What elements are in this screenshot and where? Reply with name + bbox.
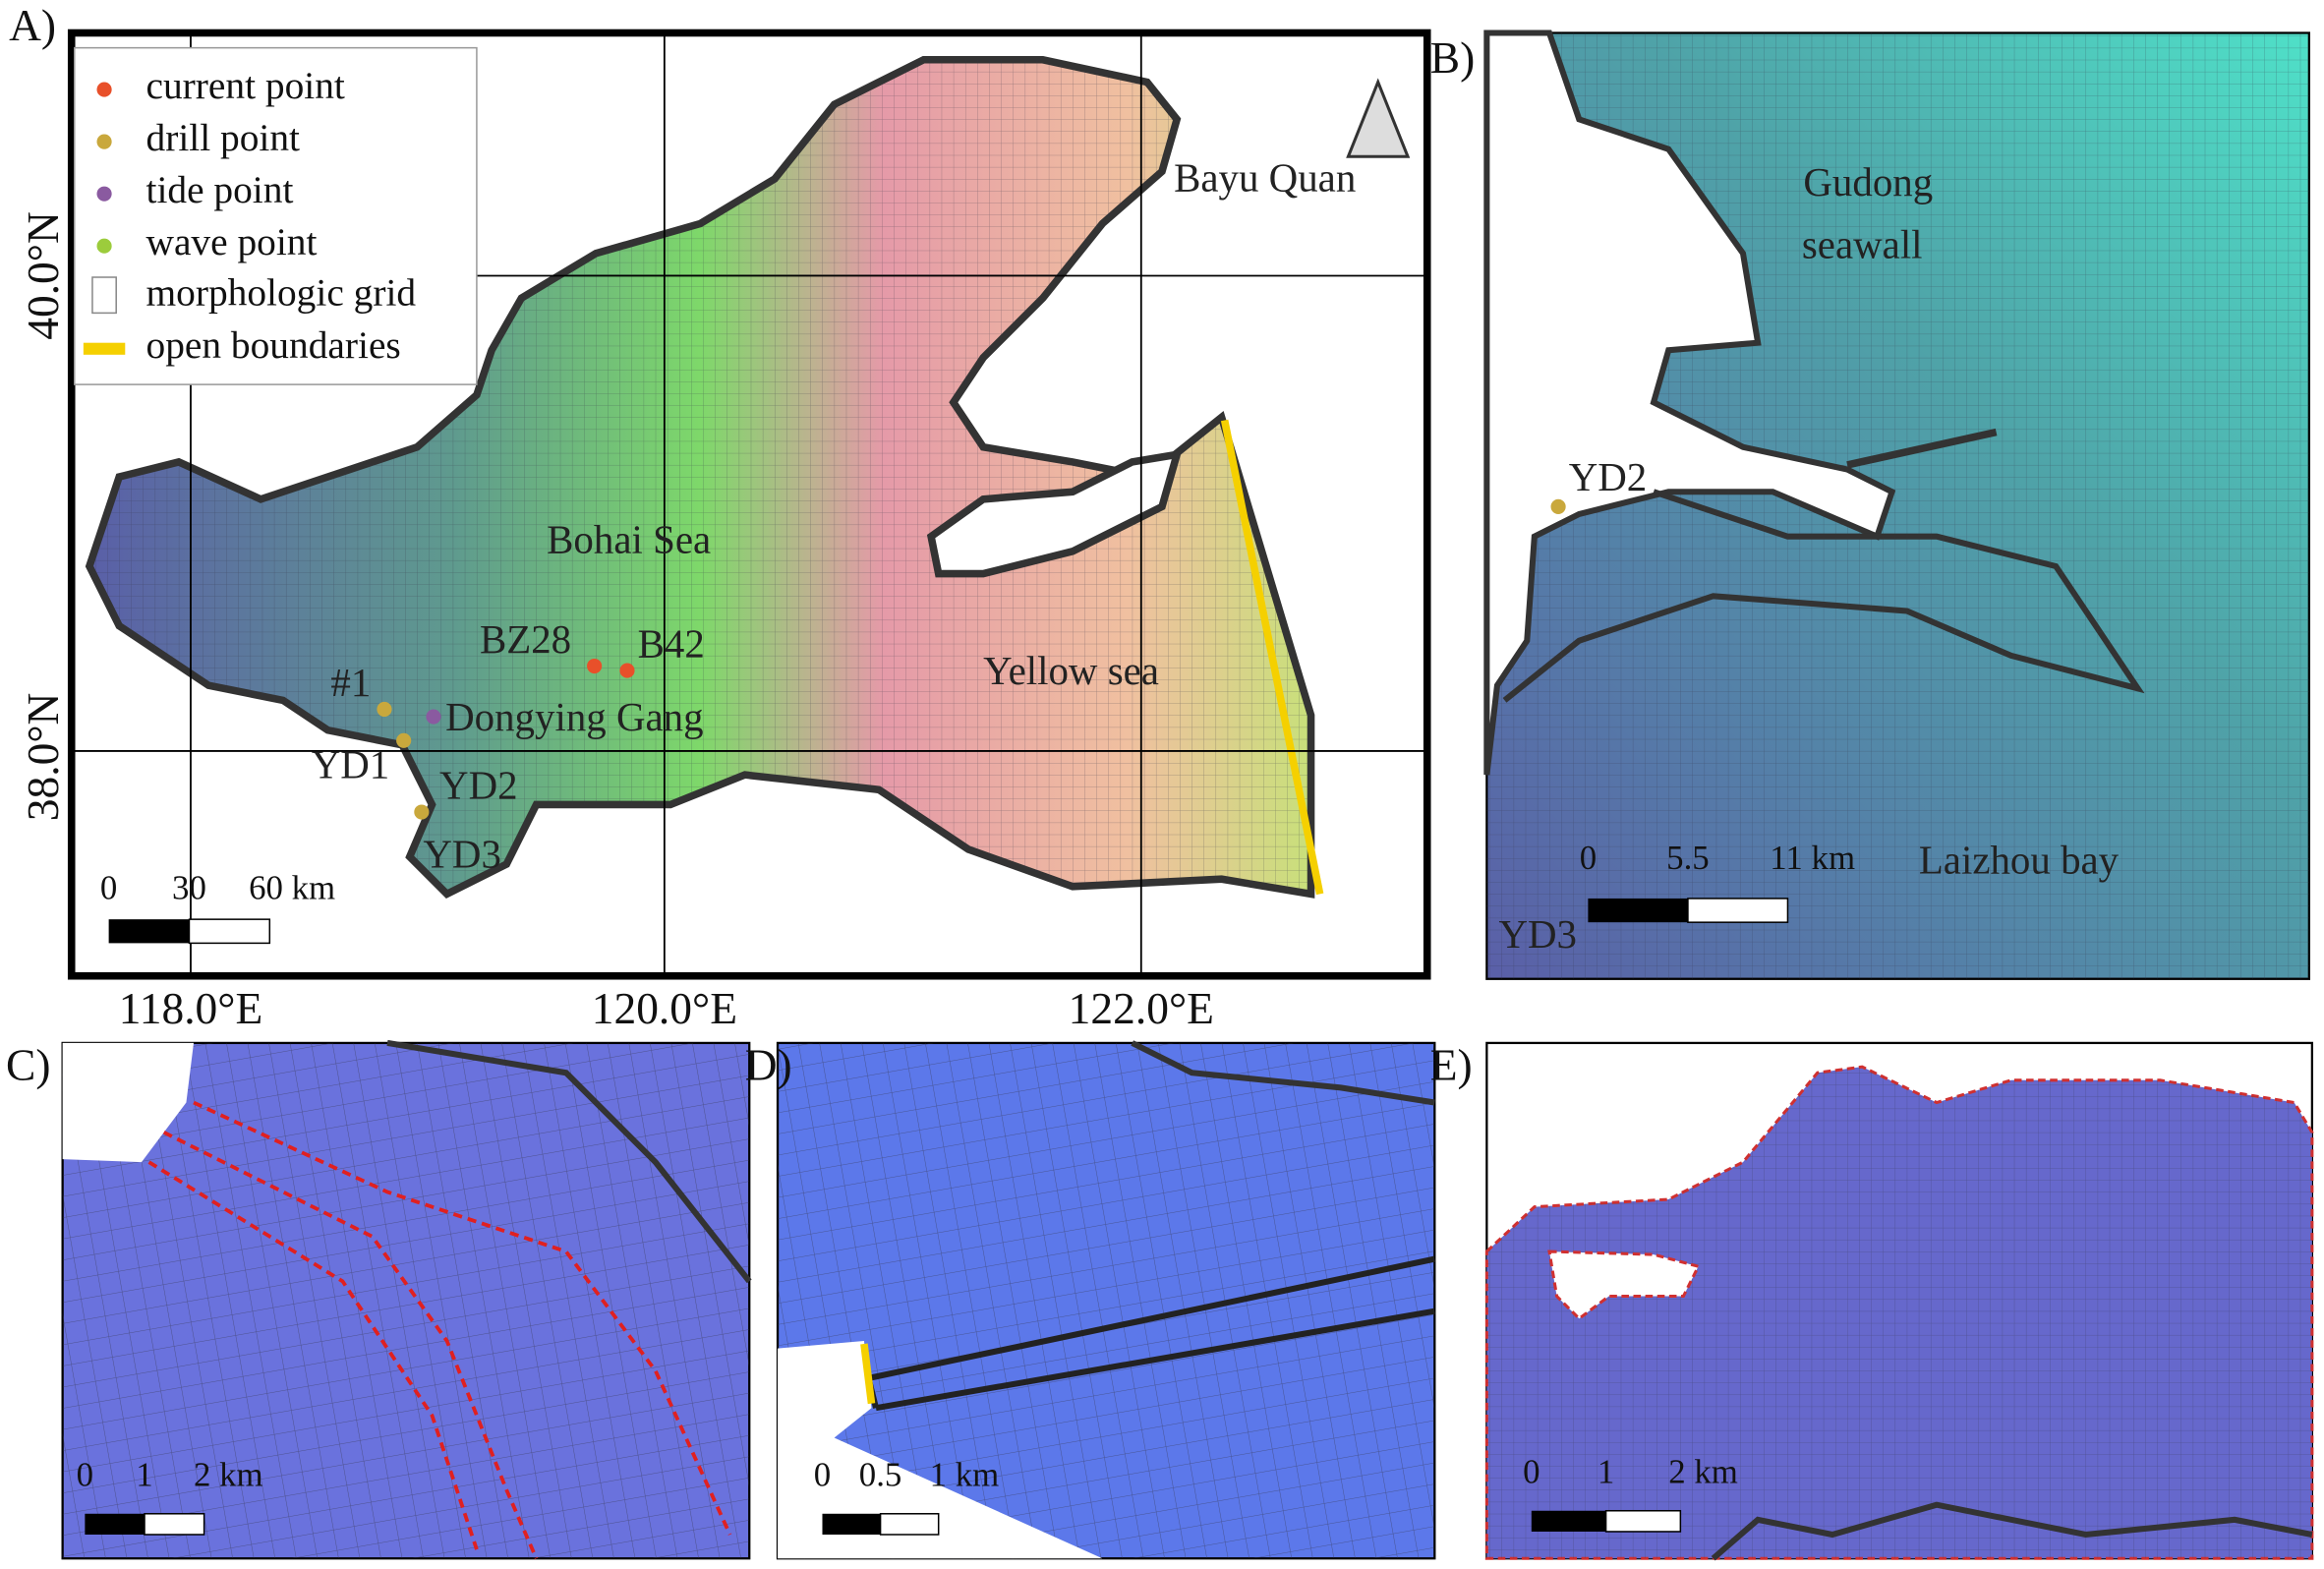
mesh-grid <box>1486 1067 2312 1559</box>
scale-bar <box>1531 1510 1606 1532</box>
channels <box>147 1100 732 1559</box>
place-label: Bayu Quan <box>1174 155 1356 200</box>
place-label: YD2 <box>439 764 518 808</box>
legend-marker <box>96 238 112 254</box>
peninsula <box>926 449 1183 578</box>
panel-label: D) <box>745 1040 792 1090</box>
scale-label: 0.5 <box>859 1455 902 1493</box>
land <box>778 1340 1103 1559</box>
lon-label: 120.0°E <box>592 983 737 1033</box>
lon-label: 122.0°E <box>1069 983 1214 1033</box>
point <box>377 701 392 718</box>
panel-d: 0 0.5 1 km D) <box>745 1040 1436 1560</box>
legend-label: current point <box>146 64 345 107</box>
open-boundary <box>860 1343 876 1405</box>
place-label: YD2 <box>1569 455 1648 499</box>
point <box>587 658 603 674</box>
legend-marker <box>96 82 112 97</box>
panel-b: Gudong seawall YD2 YD3 Laizhou bay 0 5.5… <box>1430 29 2310 980</box>
point <box>414 804 430 820</box>
panel-label: E) <box>1430 1040 1473 1090</box>
scale-bar <box>1687 898 1789 923</box>
legend-marker <box>91 276 117 315</box>
land <box>1483 29 1896 776</box>
mesh-grid <box>88 59 1311 895</box>
legend-marker <box>83 342 126 355</box>
panel-label: A) <box>9 0 56 50</box>
scale-label: 2 km <box>1668 1452 1738 1490</box>
scale-bar <box>822 1513 881 1535</box>
coastline <box>1131 1040 1435 1106</box>
scale-bar <box>1604 1509 1682 1533</box>
point <box>426 709 441 725</box>
place-label: BZ28 <box>480 617 571 662</box>
legend-label: morphologic grid <box>146 271 417 315</box>
scale-label: 0 <box>77 1455 93 1493</box>
scale-label: 30 <box>172 868 206 906</box>
open-boundary <box>1220 419 1324 896</box>
legend-label: tide point <box>146 168 294 211</box>
legend-label: wave point <box>146 220 318 263</box>
place-label: YD3 <box>1498 912 1577 957</box>
scale-label: 1 km <box>930 1455 1000 1493</box>
place-label: seawall <box>1802 223 1923 267</box>
legend-marker <box>96 134 112 149</box>
coastline <box>1502 489 2145 703</box>
place-label: YD1 <box>312 742 390 786</box>
place-label: Yellow sea <box>983 649 1159 693</box>
lon-label: 118.0°E <box>119 983 263 1033</box>
place-label: #1 <box>330 661 371 705</box>
coastline <box>386 1039 752 1284</box>
scale-bar <box>85 1513 145 1535</box>
legend-box <box>74 46 478 385</box>
land <box>62 1042 195 1163</box>
point <box>619 663 635 678</box>
point <box>1550 498 1566 514</box>
scale-label: 2 km <box>194 1455 263 1493</box>
mesh-grid <box>62 1042 750 1559</box>
panel-label: C) <box>6 1040 50 1090</box>
panel-a: current point drill point tide point wav… <box>9 0 1431 1033</box>
coastline <box>1711 1501 2313 1561</box>
legend-marker <box>96 186 112 202</box>
scale-label: 0 <box>1523 1452 1540 1490</box>
scale-label: 11 km <box>1770 839 1855 877</box>
lat-label: 38.0°N <box>18 693 68 822</box>
scale-label: 1 <box>136 1455 152 1493</box>
place-label: B42 <box>638 622 705 667</box>
lat-label: 40.0°N <box>18 211 68 340</box>
scale-label: 60 km <box>249 868 335 906</box>
place-label: Dongying Gang <box>445 695 703 739</box>
seawall <box>1846 428 1998 469</box>
place-label: YD3 <box>423 832 501 876</box>
point <box>396 732 412 748</box>
panel-e: 0 1 2 km E) <box>1430 1040 2314 1561</box>
scale-bar <box>144 1513 205 1536</box>
scale-bar <box>188 918 271 945</box>
scale-label: 0 <box>814 1455 831 1493</box>
place-label: Laizhou bay <box>1919 838 2120 882</box>
place-label: Gudong <box>1803 160 1933 204</box>
scale-label: 1 <box>1598 1452 1614 1490</box>
legend-label: drill point <box>146 116 301 159</box>
north-arrow <box>1346 78 1411 158</box>
scale-label: 0 <box>1580 839 1597 877</box>
scale-bar <box>879 1513 940 1536</box>
panel-c: 0 1 2 km C) <box>6 1039 752 1560</box>
legend-label: open boundaries <box>146 323 401 367</box>
scale-bar <box>1588 898 1688 923</box>
panel-label: B) <box>1430 32 1475 83</box>
scale-bar <box>108 919 190 944</box>
scale-label: 5.5 <box>1666 839 1710 877</box>
land <box>1547 1249 1701 1321</box>
place-label: Bohai Sea <box>547 518 711 562</box>
scale-label: 0 <box>100 868 117 906</box>
